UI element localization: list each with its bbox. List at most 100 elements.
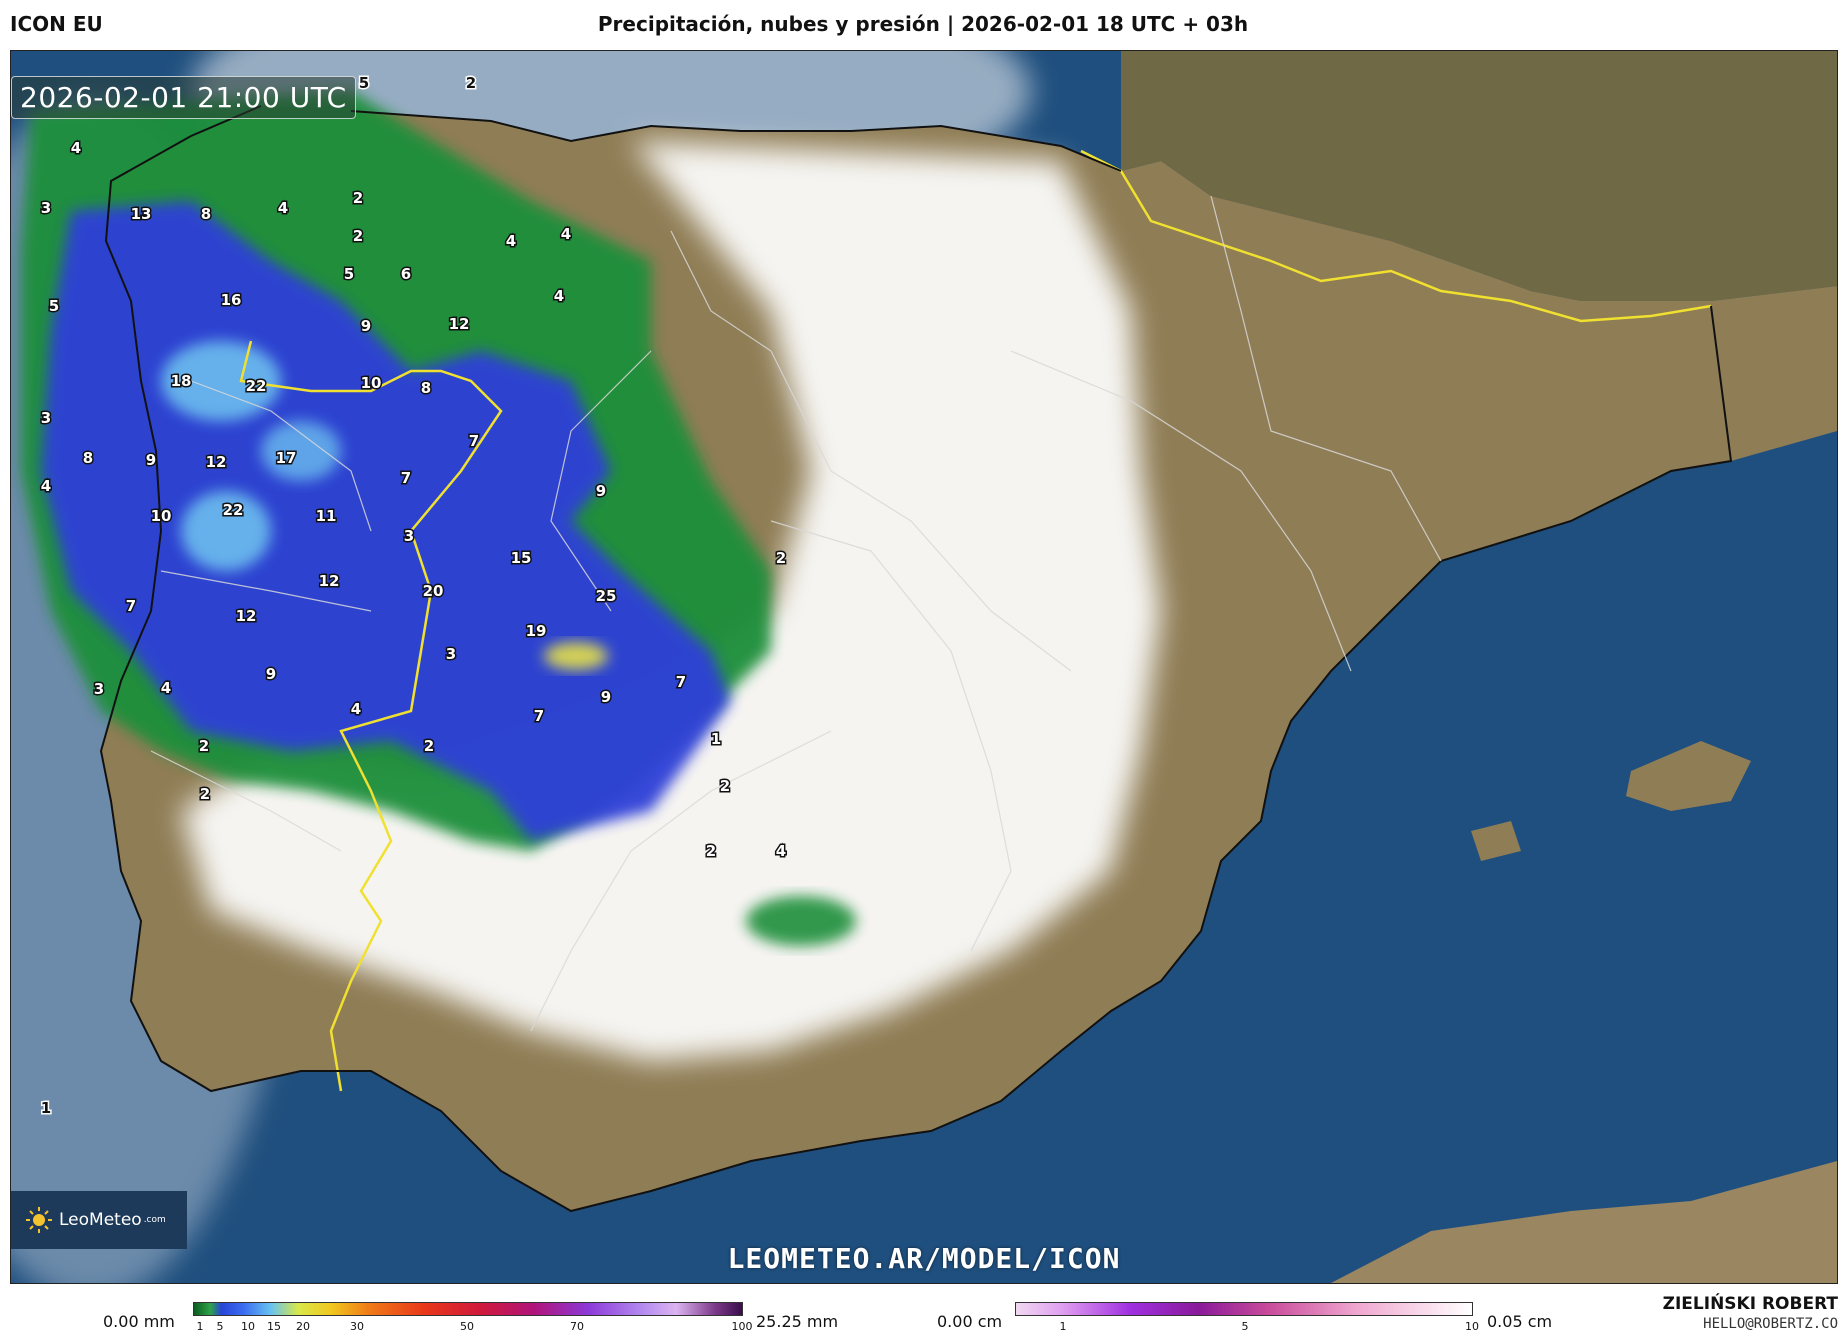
- precip-heavy: [181, 491, 271, 571]
- precip-tick-label: 5: [216, 1320, 224, 1333]
- precip-value-label: 3: [94, 680, 104, 698]
- precip-legend-min: 0.00 mm: [103, 1312, 175, 1331]
- precip-value-label: 7: [401, 469, 411, 487]
- sun-icon: [26, 1207, 52, 1233]
- valid-time: 2026-02-01 21:00 UTC: [11, 76, 356, 119]
- precip-value-label: 5: [359, 74, 369, 92]
- precip-value-label: 8: [421, 379, 431, 397]
- precip-value-label: 25: [596, 587, 617, 605]
- precip-tick-label: 10: [241, 1320, 255, 1333]
- france: [1121, 51, 1837, 301]
- precip-value-label: 18: [171, 372, 192, 390]
- precip-value-label: 8: [201, 205, 211, 223]
- precip-value-label: 1: [711, 730, 721, 748]
- precip-value-label: 3: [41, 199, 51, 217]
- precip-legend-max: 25.25 mm: [756, 1312, 839, 1331]
- precip-tick-label: 1: [196, 1320, 204, 1333]
- precip-value-label: 10: [361, 374, 382, 392]
- precip-value-label: 6: [401, 265, 411, 283]
- precip-value-label: 7: [469, 432, 479, 450]
- precip-value-label: 4: [351, 700, 361, 718]
- model-name: ICON EU: [10, 12, 103, 36]
- precip-value-label: 2: [353, 227, 363, 245]
- precip-value-label: 4: [506, 232, 516, 250]
- precip-value-label: 4: [41, 477, 51, 495]
- precip-value-label: 12: [449, 315, 470, 333]
- coastline: [99, 105, 1733, 1213]
- snow-tick-label: 5: [1241, 1320, 1249, 1333]
- logo-text: LeoMeteo: [59, 1210, 142, 1230]
- precip-value-label: 9: [596, 482, 606, 500]
- precip-peak: [544, 642, 608, 670]
- precip-value-label: 7: [126, 597, 136, 615]
- precip-value-label: 4: [554, 287, 564, 305]
- precip-tick-label: 15: [267, 1320, 281, 1333]
- precip-value-label: 7: [676, 673, 686, 691]
- author-email[interactable]: HELLO@ROBERTZ.CO: [1703, 1316, 1838, 1332]
- precip-value-label: 16: [221, 291, 242, 309]
- precip-heavy: [261, 421, 341, 481]
- precip-value-label: 19: [526, 622, 547, 640]
- author-name: ZIELIŃSKI ROBERT: [1662, 1294, 1838, 1314]
- precip-value-label: 5: [49, 297, 59, 315]
- snow-tick-label: 10: [1465, 1320, 1479, 1333]
- precip-value-label: 9: [361, 317, 371, 335]
- precip-tick-label: 70: [570, 1320, 584, 1333]
- precip-value-label: 12: [206, 453, 227, 471]
- precip-tick-label: 50: [460, 1320, 474, 1333]
- precip-value-label: 2: [200, 785, 210, 803]
- snow-legend-min: 0.00 cm: [937, 1312, 1003, 1331]
- source-url[interactable]: LEOMETEO.AR/MODEL/ICON: [727, 1242, 1121, 1275]
- precip-value-label: 2: [424, 737, 434, 755]
- precip-value-label: 7: [534, 707, 544, 725]
- precip-tick-label: 30: [350, 1320, 364, 1333]
- precip-value-label: 4: [71, 139, 81, 157]
- precip-value-label: 12: [319, 572, 340, 590]
- precip-value-label: 8: [83, 449, 93, 467]
- cloud-cover: [181, 141, 1161, 1061]
- precip-colorbar: [193, 1302, 743, 1316]
- precip-value-label: 4: [278, 199, 288, 217]
- precip-value-label: 15: [511, 549, 532, 567]
- precip-value-label: 22: [223, 501, 244, 519]
- precip-value-label: 3: [446, 645, 456, 663]
- precip-value-label: 3: [404, 527, 414, 545]
- snow-tick-label: 1: [1059, 1320, 1067, 1333]
- precip-spot: [746, 896, 856, 946]
- legend-footer: 0.00 mm 1 5 10 15 20 30 50 70 100 25.25 mm 0.00 …: [0, 1282, 1846, 1339]
- snow-colorbar: [1015, 1302, 1473, 1316]
- precip-value-label: 3: [41, 409, 51, 427]
- snow-legend-max: 0.05 cm: [1487, 1312, 1553, 1331]
- ibiza: [1471, 821, 1521, 861]
- north-africa: [1331, 1161, 1837, 1283]
- precip-value-label: 4: [561, 225, 571, 243]
- precip-value-label: 1: [41, 1099, 51, 1117]
- precip-value-label: 5: [344, 265, 354, 283]
- precip-value-label: 9: [266, 665, 276, 683]
- precip-tick-label: 20: [296, 1320, 310, 1333]
- precip-value-label: 2: [706, 842, 716, 860]
- precip-value-label: 17: [276, 449, 297, 467]
- regional-borders: [150, 195, 1442, 1032]
- logo-suffix: .com: [143, 1215, 166, 1225]
- precip-heavy: [161, 341, 281, 421]
- weather-map: 5 2 4 3 13 8 4 2 2 4 4 5 6 5 16 4 9 12 18 22 10 8 3 8 9 12 17 7 7 4 10…: [10, 50, 1838, 1284]
- precip-value-label: 2: [353, 189, 363, 207]
- portugal-spain-border: [239, 340, 503, 1092]
- precip-value-label: 10: [151, 507, 172, 525]
- precip-value-label: 4: [776, 842, 786, 860]
- credit: ZIELIŃSKI ROBERT HELLO@ROBERTZ.CO: [1663, 1294, 1838, 1334]
- precip-value-label: 2: [720, 777, 730, 795]
- precip-value-label: 9: [146, 451, 156, 469]
- precip-value-label: 2: [776, 549, 786, 567]
- precip-value-label: 2: [466, 74, 476, 92]
- precip-tick-label: 100: [731, 1320, 753, 1333]
- precip-value-label: 4: [161, 679, 171, 697]
- precip-value-label: 12: [236, 607, 257, 625]
- leometeo-logo: LeoMeteo .com: [11, 1191, 187, 1249]
- precip-value-label: 22: [246, 377, 267, 395]
- map-title: Precipitación, nubes y presión | 2026-02…: [597, 12, 1249, 36]
- precip-value-label: 13: [131, 205, 152, 223]
- precip-value-label: 2: [199, 737, 209, 755]
